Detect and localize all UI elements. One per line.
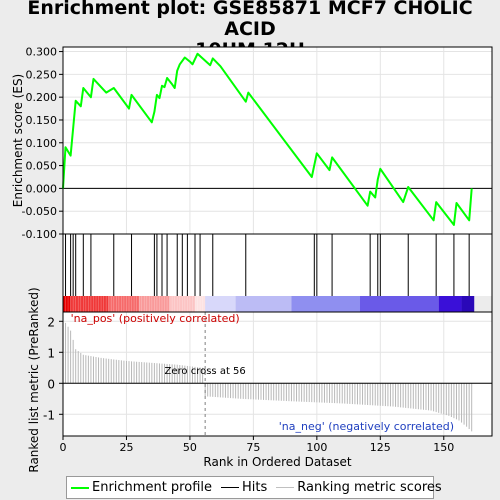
legend-line-icon [221, 487, 239, 488]
rank-xtick-label: 100 [306, 441, 327, 454]
zero-cross-label: Zero cross at 56 [165, 366, 246, 377]
es-ytick-label: 0.100 [26, 137, 58, 150]
rank-panel-bg [63, 312, 492, 436]
es-ytick-label: 0.250 [26, 68, 58, 81]
legend-item-profile: Enrichment profile [71, 480, 212, 495]
es-ylabel: Enrichment score (ES) [11, 74, 25, 207]
rank-ytick-label: 2 [47, 315, 55, 329]
rank-xtick-label: 0 [60, 441, 67, 454]
es-ytick-label: 0.000 [26, 182, 58, 195]
es-ytick-label: 0.200 [26, 91, 58, 104]
rank-xtick-label: 25 [119, 441, 133, 454]
rank-ytick-label: 1 [47, 346, 55, 360]
es-ytick-label: -0.050 [22, 205, 57, 218]
es-ytick-label: -0.100 [22, 228, 57, 241]
legend-item-metric: Ranking metric scores [276, 480, 441, 495]
rank-xtick-label: 50 [183, 441, 197, 454]
es-panel-bg [63, 47, 492, 234]
es-ytick-label: 0.150 [26, 114, 58, 127]
legend-label-profile: Enrichment profile [92, 480, 212, 495]
legend-label-metric: Ranking metric scores [297, 480, 441, 495]
color-bar-segment [205, 296, 235, 312]
color-bar-segment [360, 296, 439, 312]
rank-xtick-label: 75 [246, 441, 260, 454]
es-ytick-label: 0.300 [26, 46, 58, 59]
legend-label-hits: Hits [242, 480, 267, 495]
pos-label: 'na_pos' (positively correlated) [71, 312, 240, 325]
rank-ytick-label: -1 [43, 408, 55, 422]
legend-line-icon [71, 487, 89, 489]
es-ytick-label: 0.050 [26, 160, 58, 173]
legend-item-hits: Hits [221, 480, 267, 495]
legend-line-icon [276, 487, 294, 488]
color-bar-segment [63, 296, 71, 312]
color-bar-segment [291, 296, 360, 312]
color-bar-segment [462, 296, 475, 312]
rank-ytick-label: 0 [47, 377, 55, 391]
color-bar-segment [71, 296, 109, 312]
rank-xlabel: Rank in Ordered Dataset [203, 455, 351, 469]
color-bar-segment [236, 296, 292, 312]
rank-xtick-label: 125 [370, 441, 391, 454]
legend: Enrichment profile Hits Ranking metric s… [66, 476, 434, 499]
color-bar-segment [439, 296, 462, 312]
hits-panel-bg [63, 234, 492, 296]
neg-label: 'na_neg' (negatively correlated) [279, 420, 454, 433]
rank-xtick-label: 150 [433, 441, 454, 454]
rank-ylabel: Ranked list metric (PreRanked) [27, 287, 41, 472]
